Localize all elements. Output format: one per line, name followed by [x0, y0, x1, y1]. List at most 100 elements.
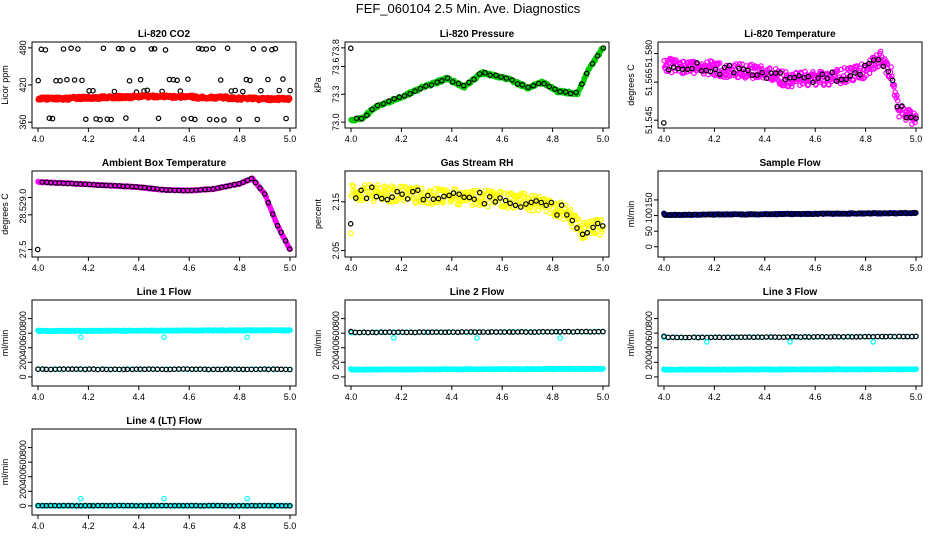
- data-point-raw: [414, 187, 421, 194]
- chart-title-line4: Line 4 (LT) Flow: [126, 416, 202, 427]
- data-point-raw: [759, 69, 765, 76]
- data-point-avg: [440, 200, 446, 206]
- y-tick-label: 50: [644, 226, 654, 236]
- data-point-avg: [598, 217, 604, 223]
- data-point-raw: [498, 74, 504, 80]
- y-axis-label-sample: ml/min: [626, 201, 636, 228]
- data-point-raw: [460, 82, 467, 89]
- data-point-raw: [584, 230, 591, 236]
- data-point-raw: [439, 78, 445, 84]
- y-tick-label: 360: [18, 115, 28, 130]
- data-point-raw: [471, 76, 477, 83]
- data-point-avg: [801, 77, 807, 83]
- data-point-raw: [882, 210, 888, 216]
- y-tick-label: 0: [331, 374, 341, 379]
- data-point-raw: [170, 76, 177, 83]
- data-point-raw: [79, 77, 85, 84]
- data-point-raw: [740, 66, 747, 73]
- data-point-avg: [550, 205, 556, 211]
- y-tick-label: 400: [644, 340, 654, 355]
- data-point-avg: [802, 68, 808, 75]
- data-point-raw: [394, 188, 401, 195]
- y-tick-label: 51.545: [644, 106, 654, 134]
- data-point-avg: [348, 230, 354, 237]
- x-tick-label: 5.0: [284, 263, 297, 273]
- data-point-avg: [894, 97, 901, 104]
- data-point-raw: [782, 76, 789, 83]
- data-point-raw: [236, 116, 242, 123]
- y-tick-label: 2.05: [331, 242, 341, 260]
- data-point-raw: [841, 210, 847, 217]
- plot-box-line4: [31, 428, 297, 516]
- data-point-raw: [889, 77, 896, 84]
- data-point-raw: [181, 116, 187, 122]
- y-axis-label-temp: degrees C: [626, 64, 636, 106]
- data-point-raw: [533, 198, 539, 204]
- data-point-raw: [119, 45, 125, 52]
- x-tick-label: 5.0: [284, 521, 297, 531]
- y-tick-label: 200: [18, 355, 28, 370]
- x-tick-label: 4.2: [395, 263, 408, 273]
- data-point-avg: [782, 69, 789, 75]
- data-point-raw: [583, 70, 590, 77]
- data-point-raw: [434, 79, 440, 86]
- data-point-raw: [455, 80, 462, 87]
- data-point-avg: [577, 231, 583, 238]
- data-point-avg: [749, 75, 756, 82]
- data-point-raw: [476, 189, 483, 196]
- data-point-raw: [879, 333, 885, 340]
- data-point-raw: [789, 211, 796, 217]
- data-point-raw: [240, 88, 246, 95]
- y-tick-label: 51.580: [644, 40, 654, 68]
- data-point-avg: [384, 190, 391, 196]
- data-point-raw: [815, 75, 821, 81]
- data-point-avg: [547, 210, 554, 217]
- data-point-raw: [219, 502, 225, 509]
- x-tick-label: 4.4: [133, 392, 146, 402]
- data-point-raw: [573, 89, 579, 96]
- data-point-raw: [493, 72, 499, 79]
- data-point-avg: [592, 230, 598, 237]
- data-point-raw: [666, 212, 673, 218]
- data-point-avg: [860, 75, 867, 82]
- data-point-raw: [866, 210, 873, 217]
- data-point-avg: [877, 48, 884, 55]
- plot-box-line3: [657, 299, 923, 387]
- y-tick-label: 51.565: [644, 68, 654, 96]
- data-point-raw: [476, 329, 483, 335]
- data-point-raw: [853, 333, 860, 340]
- data-point-raw: [412, 88, 418, 95]
- chart-title-pressure: Li-820 Pressure: [440, 29, 515, 40]
- data-point-raw: [880, 63, 887, 70]
- data-point-raw: [466, 79, 472, 86]
- data-point-raw: [269, 46, 275, 53]
- data-point-raw: [417, 85, 424, 92]
- data-point-raw: [594, 52, 601, 59]
- x-tick-label: 4.4: [446, 392, 459, 402]
- data-point-raw: [528, 199, 535, 206]
- data-point-raw: [258, 87, 264, 94]
- data-point-raw: [174, 77, 180, 84]
- plot-box-sample: [657, 170, 923, 258]
- chart-title-rh: Gas Stream RH: [441, 158, 514, 169]
- data-point-raw: [824, 75, 831, 82]
- data-point-raw: [250, 45, 257, 52]
- data-point-raw: [753, 211, 760, 218]
- data-point-raw: [716, 71, 723, 78]
- points-line2: [347, 328, 606, 373]
- x-tick-label: 5.0: [910, 392, 923, 402]
- points-temp: [660, 48, 919, 127]
- data-point-raw: [825, 210, 832, 217]
- data-point-outliers: [244, 334, 251, 341]
- data-point-raw: [68, 45, 74, 52]
- data-point-raw: [702, 211, 709, 218]
- x-tick-label: 4.6: [809, 392, 822, 402]
- data-point-raw: [712, 211, 719, 218]
- y-tick-label: 800: [644, 311, 654, 326]
- data-point-raw: [368, 184, 375, 191]
- plot-box-line1: [31, 299, 297, 387]
- data-point-raw: [399, 191, 405, 198]
